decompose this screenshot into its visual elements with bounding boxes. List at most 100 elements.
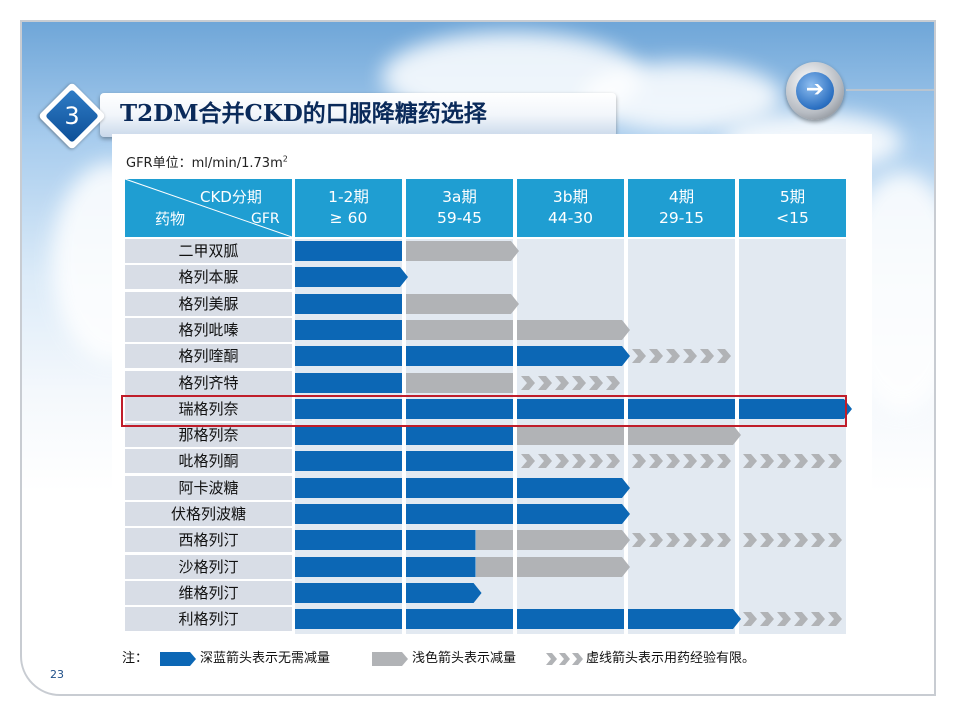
drug-name: 二甲双胍 (125, 239, 292, 263)
dark-arrow-segment (295, 556, 402, 577)
drug-name: 瑞格列奈 (125, 396, 292, 421)
dark-arrow-segment (517, 477, 630, 498)
light-arrow-segment (406, 319, 513, 340)
dashed-arrow (521, 451, 624, 471)
drug-name: 维格列汀 (125, 580, 292, 605)
page-number: 23 (50, 668, 64, 681)
dark-arrow-segment (295, 346, 402, 367)
dark-arrow-segment (406, 556, 476, 577)
dark-arrow-segment (295, 319, 402, 340)
light-arrow-segment (475, 556, 513, 577)
drug-name: 格列齐特 (125, 370, 292, 395)
dark-arrow-segment (295, 398, 402, 419)
dark-arrow-segment (295, 293, 402, 314)
dark-arrow-segment (295, 609, 402, 630)
gfr-label: GFR (251, 211, 280, 227)
drug-name: 沙格列汀 (125, 554, 292, 579)
dashed-arrow (743, 609, 846, 629)
light-arrow-segment (475, 530, 513, 551)
stage-name: 1-2期 (328, 188, 369, 206)
dark-arrow-segment (406, 504, 513, 524)
drug-name: 格列吡嗪 (125, 317, 292, 342)
dark-arrow-segment (406, 425, 513, 446)
light-arrow-segment (628, 425, 741, 446)
dark-arrow-segment (406, 530, 476, 551)
light-arrow-segment (406, 293, 519, 314)
dark-arrow-segment (517, 504, 630, 524)
legend-dashed-text: 虚线箭头表示用药经验有限。 (586, 651, 756, 666)
title-bar (100, 93, 616, 137)
dashed-arrow (632, 530, 735, 550)
dark-arrow-segment (517, 346, 630, 367)
legend-light-arrow-icon (372, 652, 408, 666)
drug-name: 阿卡波糖 (125, 475, 292, 500)
drug-label: 药物 (155, 210, 186, 228)
gfr-unit-label: GFR单位：ml/min/1.73m2 (126, 154, 288, 171)
dark-arrow-segment (295, 477, 402, 498)
gfr-range: ≥ 60 (329, 209, 368, 227)
drug-name: 格列本脲 (125, 265, 292, 290)
dark-arrow-segment (406, 477, 513, 498)
drug-name: 西格列汀 (125, 528, 292, 553)
drug-name: 那格列奈 (125, 423, 292, 448)
dark-arrow-segment (295, 267, 408, 288)
drug-name: 伏格列波糖 (125, 502, 292, 526)
stage-column-bg (739, 239, 846, 634)
dark-arrow-segment (295, 372, 402, 393)
light-arrow-segment (517, 319, 630, 340)
stage-name: 5期 (779, 188, 806, 206)
gfr-range: 59-45 (436, 209, 483, 227)
dark-arrow-segment (517, 609, 624, 630)
dashed-arrow (743, 451, 846, 471)
dashed-arrow (743, 530, 846, 550)
drug-name: 吡格列酮 (125, 449, 292, 474)
stage-name: 3a期 (442, 188, 477, 206)
dark-arrow-segment (406, 346, 513, 367)
stage-header: 3b期 44-30 (517, 179, 624, 237)
dark-arrow-segment (295, 241, 402, 261)
arrow-right-icon: ➔ (805, 77, 825, 102)
dark-arrow-segment (628, 398, 735, 419)
legend-dark-arrow-icon (160, 652, 196, 666)
dark-arrow-segment (739, 398, 852, 419)
stage-name: 4期 (668, 188, 695, 206)
stage-header: 5期 <15 (739, 179, 846, 237)
next-arrow-button[interactable]: ➔ (786, 62, 844, 120)
dark-arrow-segment (295, 582, 402, 603)
diagonal-divider (125, 179, 292, 237)
light-arrow-segment (406, 372, 513, 393)
dashed-arrow (521, 373, 624, 393)
section-badge: 3 (38, 82, 106, 150)
highlight-box (121, 395, 847, 427)
dark-arrow-segment (295, 530, 402, 551)
table-header-corner: CKD分期 药物 GFR (125, 179, 292, 237)
gfr-range: <15 (776, 209, 809, 227)
decorative-line (846, 89, 934, 91)
legend-dashed-arrow-icon (546, 652, 586, 666)
dark-arrow-segment (295, 451, 402, 472)
dark-arrow-segment (628, 609, 741, 630)
legend-dark-text: 深蓝箭头表示无需减量 (200, 651, 331, 666)
drug-name: 格列喹酮 (125, 344, 292, 369)
gfr-range: 29-15 (658, 209, 705, 227)
dark-arrow-segment (406, 582, 482, 603)
dark-arrow-segment (517, 398, 624, 419)
drug-name: 利格列汀 (125, 607, 292, 632)
dark-arrow-segment (295, 504, 402, 524)
dark-arrow-segment (295, 425, 402, 446)
dark-arrow-segment (406, 398, 513, 419)
light-arrow-segment (517, 530, 630, 551)
legend-prefix: 注： (122, 651, 149, 666)
gfr-range: 44-30 (547, 209, 594, 227)
dashed-arrow (632, 451, 735, 471)
ckd-stage-label: CKD分期 (200, 188, 262, 206)
dashed-arrow (632, 346, 735, 366)
dark-arrow-segment (406, 451, 513, 472)
stage-header: 1-2期 ≥ 60 (295, 179, 402, 237)
light-arrow-segment (517, 425, 624, 446)
light-arrow-segment (517, 556, 630, 577)
legend-light-text: 浅色箭头表示减量 (412, 651, 517, 666)
drug-name: 格列美脲 (125, 291, 292, 316)
stage-name: 3b期 (552, 188, 589, 206)
